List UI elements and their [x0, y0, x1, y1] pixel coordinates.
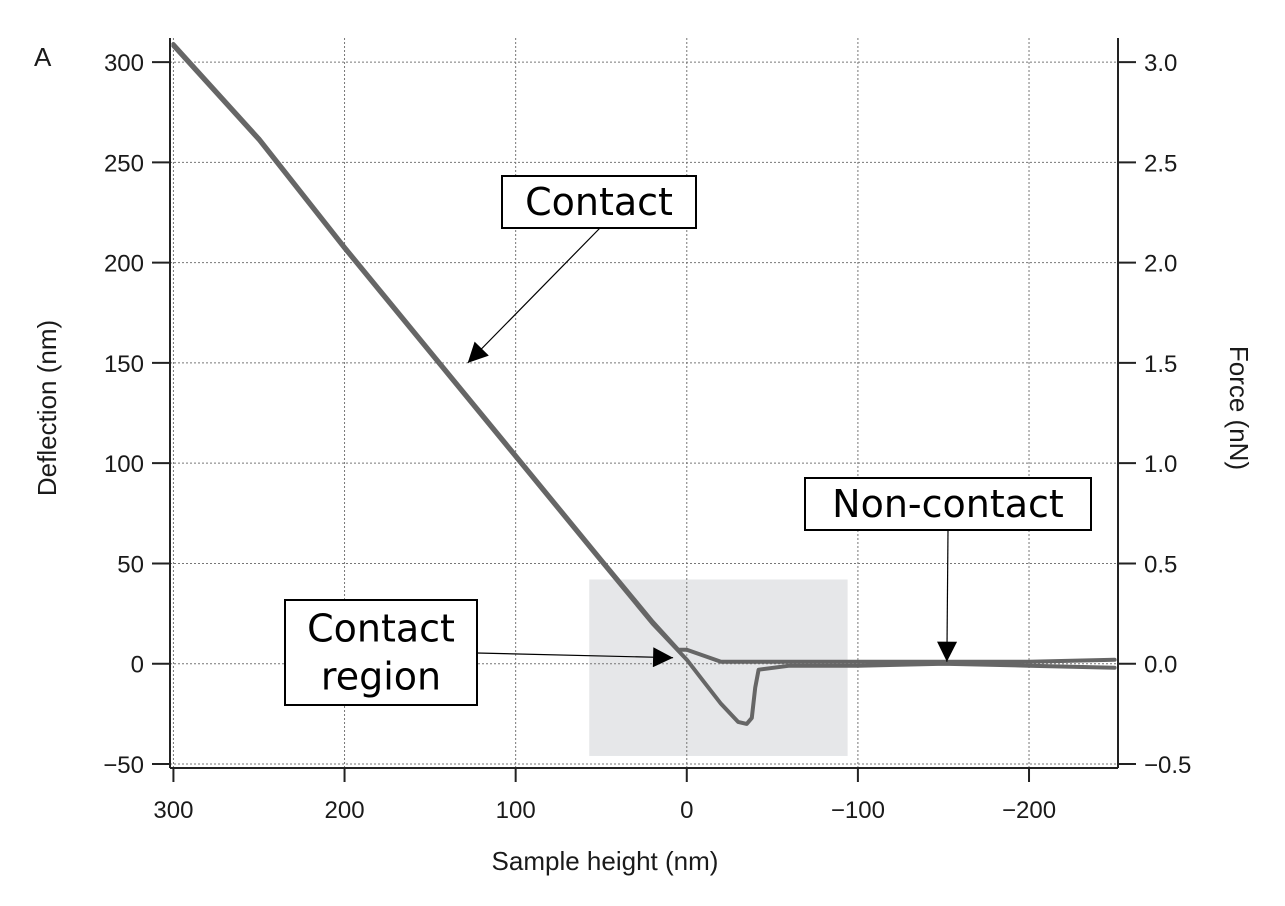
y-tick-label: 0 [131, 652, 144, 679]
x-tick-label: 200 [325, 797, 365, 824]
series-line-2 [171, 44, 1117, 726]
y2-tick-label: 1.5 [1144, 351, 1177, 378]
callout-arrow [476, 647, 674, 668]
callout-box [284, 599, 478, 706]
callout-text: Contact [525, 180, 673, 224]
y2-tick-label: −0.5 [1144, 752, 1191, 779]
callout-2: Non-contact [804, 477, 1092, 662]
series-group [171, 42, 1117, 726]
panel-label: A [34, 42, 52, 72]
y2-tick-label: 2.5 [1144, 150, 1177, 177]
axes: 300 250 200 150 100 50 0 −50 3.0 2.5 2.0 1.5 1.0 0.5 0… [103, 38, 1191, 824]
y-tick-label: 100 [104, 451, 144, 478]
y2-tick-label: 2.0 [1144, 251, 1177, 278]
y-tick-label: −50 [103, 752, 144, 779]
y-tick-label: 150 [104, 351, 144, 378]
callout-text: Contact [307, 607, 455, 651]
callout-box [804, 477, 1092, 531]
y-tick-label: 300 [104, 50, 144, 77]
callout-arrow [937, 529, 958, 662]
y-axis-label: Deflection (nm) [32, 320, 62, 496]
x-tick-label: 300 [153, 797, 193, 824]
y-tick-label: 50 [117, 551, 144, 578]
y2-tick-label: 0.5 [1144, 551, 1177, 578]
x-tick-label: −200 [1002, 797, 1056, 824]
y2-tick-label: 1.0 [1144, 451, 1177, 478]
callout-text: region [321, 655, 441, 699]
callout-arrow [467, 227, 601, 364]
y2-tick-label: 3.0 [1144, 50, 1177, 77]
callout-1: Contact [467, 175, 697, 364]
series-line-1 [171, 42, 1117, 664]
y2-tick-label: 0.0 [1144, 652, 1177, 679]
x-tick-label: −100 [831, 797, 885, 824]
x-tick-label: 100 [496, 797, 536, 824]
y-tick-label: 200 [104, 251, 144, 278]
callout-text: Non-contact [832, 482, 1064, 526]
x-axis-label: Sample height (nm) [492, 846, 719, 876]
y-tick-label: 250 [104, 150, 144, 177]
y2-axis-label: Force (nN) [1224, 346, 1254, 470]
callout-box [501, 175, 697, 229]
highlight-region [589, 579, 848, 756]
x-tick-label: 0 [680, 797, 693, 824]
